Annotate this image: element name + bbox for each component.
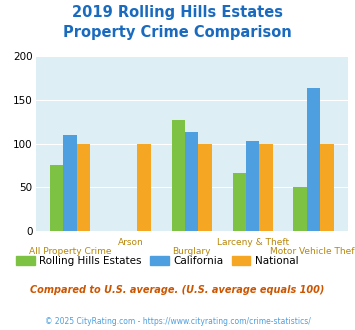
Legend: Rolling Hills Estates, California, National: Rolling Hills Estates, California, Natio… [12, 252, 302, 270]
Bar [260, 144, 273, 231]
Text: 2019 Rolling Hills Estates: 2019 Rolling Hills Estates [72, 5, 283, 20]
Bar [63, 135, 77, 231]
Bar [320, 144, 334, 231]
Bar [137, 144, 151, 231]
Text: © 2025 CityRating.com - https://www.cityrating.com/crime-statistics/: © 2025 CityRating.com - https://www.city… [45, 317, 310, 326]
Bar [50, 165, 63, 231]
Bar [77, 144, 90, 231]
Bar [246, 141, 260, 231]
Bar [171, 120, 185, 231]
Text: Burglary: Burglary [173, 247, 211, 256]
Bar [307, 88, 320, 231]
Text: Arson: Arson [118, 238, 144, 247]
Bar [198, 144, 212, 231]
Bar [294, 187, 307, 231]
Text: Larceny & Theft: Larceny & Theft [217, 238, 289, 247]
Bar [185, 132, 198, 231]
Text: Compared to U.S. average. (U.S. average equals 100): Compared to U.S. average. (U.S. average … [30, 285, 325, 295]
Text: Motor Vehicle Theft: Motor Vehicle Theft [269, 247, 355, 256]
Text: All Property Crime: All Property Crime [28, 247, 111, 256]
Bar [233, 173, 246, 231]
Text: Property Crime Comparison: Property Crime Comparison [63, 25, 292, 40]
